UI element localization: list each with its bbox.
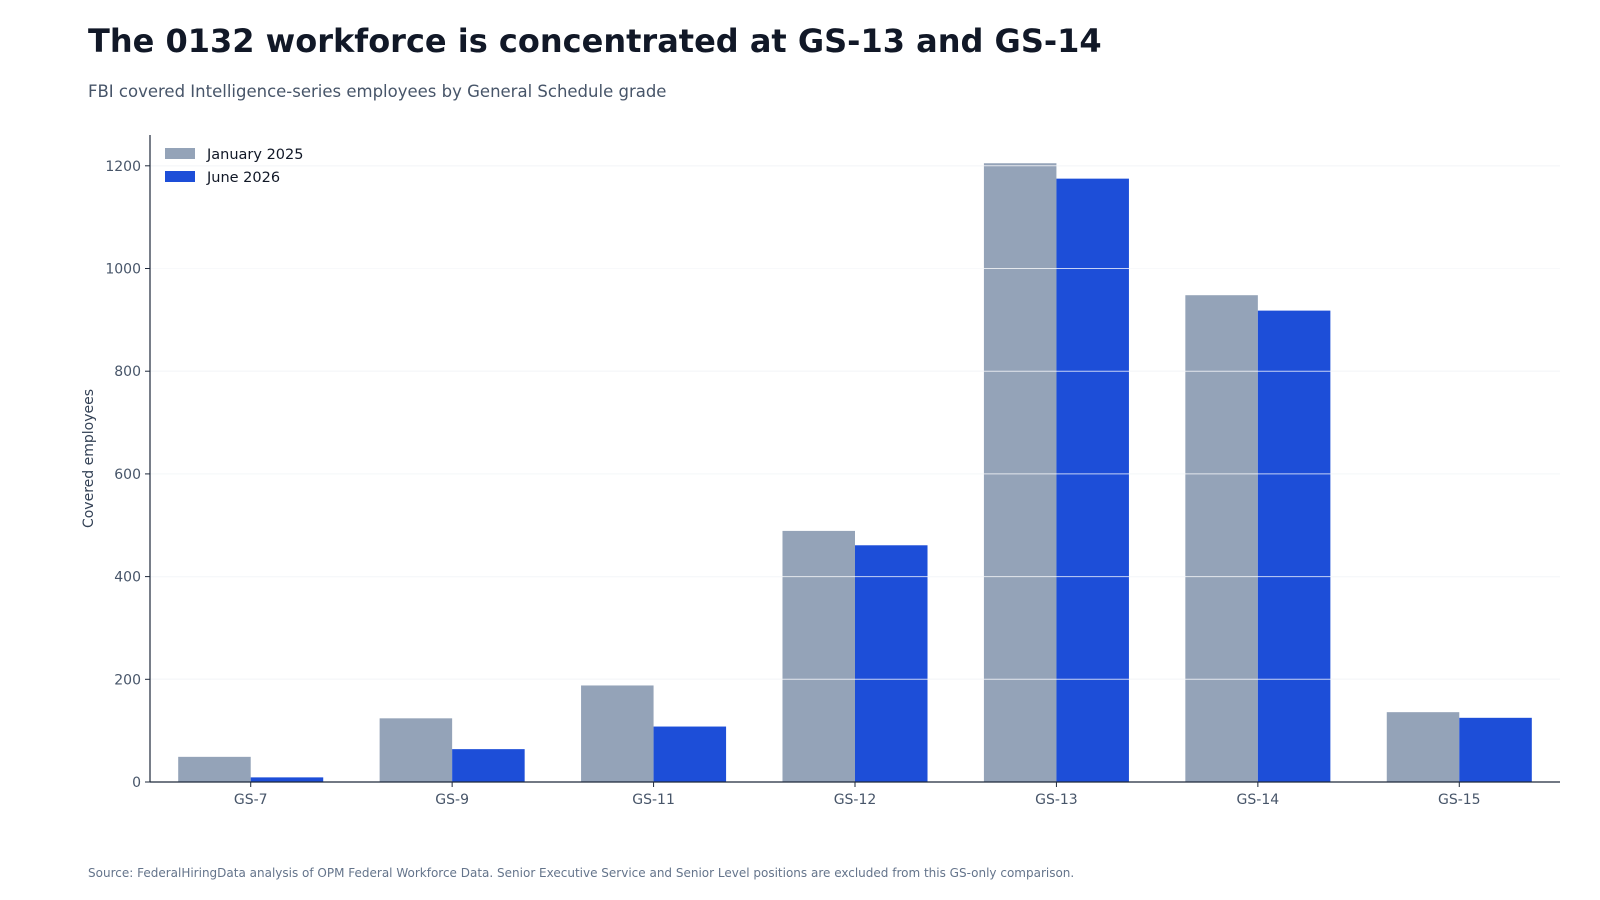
bar-gs-13-june-2026 (1056, 178, 1129, 782)
bar-gs-12-january-2025 (782, 530, 855, 782)
bar-gs-11-january-2025 (581, 685, 654, 782)
source-note: Source: FederalHiringData analysis of OP… (88, 866, 1075, 880)
x-tick-label: GS-9 (435, 792, 469, 808)
y-tick-label: 1200 (105, 159, 141, 175)
legend-swatch-june-2026 (165, 171, 195, 182)
bar-gs-11-june-2026 (653, 726, 727, 782)
bar-gs-9-january-2025 (379, 718, 453, 782)
y-tick-label: 1000 (105, 262, 141, 278)
chart-title: The 0132 workforce is concentrated at GS… (88, 22, 1102, 60)
bar-gs-7-june-2026 (250, 777, 324, 782)
x-tick-label: GS-11 (632, 792, 675, 808)
bar-gs-13-january-2025 (983, 163, 1057, 782)
y-axis-label: Covered employees (81, 389, 97, 528)
x-tick-labels: GS-7 GS-9 GS-11 GS-12 GS-13 GS-14 GS-15 (234, 782, 1481, 808)
y-tick-label: 800 (114, 364, 141, 380)
chart-subtitle: FBI covered Intelligence-series employee… (88, 82, 667, 101)
bar-gs-12-june-2026 (855, 545, 928, 782)
y-tick-label: 400 (114, 570, 141, 586)
bars (150, 163, 1560, 782)
x-tick-label: GS-15 (1438, 792, 1481, 808)
legend-label-january-2025: January 2025 (206, 147, 303, 163)
bar-gs-15-june-2026 (1459, 717, 1532, 782)
bar-gs-7-january-2025 (178, 756, 251, 782)
y-tick-label: 200 (114, 672, 141, 688)
x-tick-label: GS-14 (1237, 792, 1280, 808)
x-tick-label: GS-12 (834, 792, 877, 808)
bar-gs-14-january-2025 (1185, 295, 1258, 782)
bar-gs-14-june-2026 (1257, 310, 1331, 782)
y-tick-labels: 0 200 400 600 800 1000 1200 (105, 159, 150, 791)
legend-swatch-january-2025 (165, 148, 195, 159)
y-tick-label: 600 (114, 467, 141, 483)
x-tick-label: GS-13 (1035, 792, 1078, 808)
bar-gs-9-june-2026 (452, 749, 525, 782)
legend: January 2025 June 2026 (165, 147, 303, 186)
legend-label-june-2026: June 2026 (206, 170, 280, 186)
x-tick-label: GS-7 (234, 792, 268, 808)
y-tick-label: 0 (132, 775, 141, 791)
bar-gs-15-january-2025 (1386, 712, 1460, 782)
